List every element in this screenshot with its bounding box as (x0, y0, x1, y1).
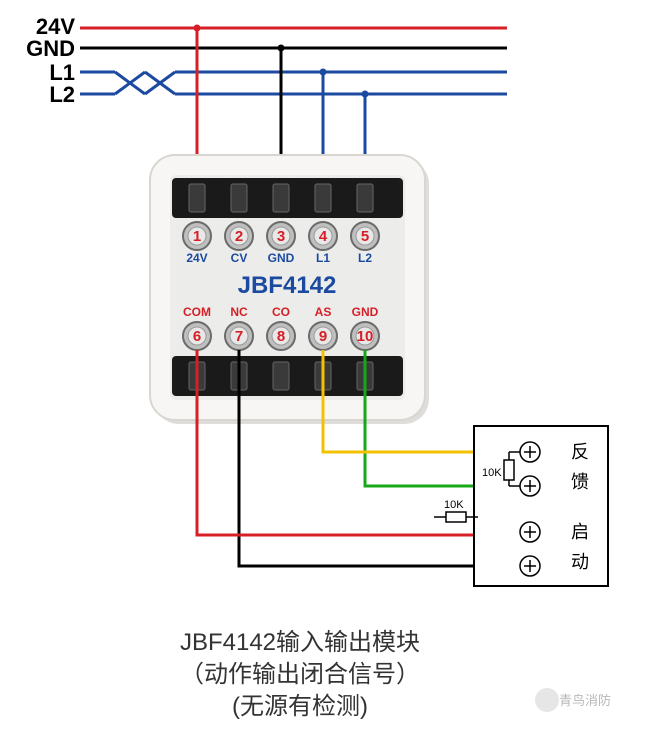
screw-post (273, 184, 289, 212)
resistor-label: 10K (482, 467, 502, 479)
screw-post (231, 184, 247, 212)
terminal-number: 9 (319, 328, 327, 345)
terminal-number: 8 (277, 328, 285, 345)
terminal-label: COM (183, 305, 211, 319)
box-label: 动 (571, 552, 589, 572)
junction-dot (362, 91, 369, 98)
screw-post (357, 184, 373, 212)
junction-dot (320, 69, 327, 76)
watermark-text: 青鸟消防 (559, 693, 611, 708)
input-label-gnd: GND (26, 36, 75, 61)
terminal-number: 10 (357, 328, 374, 345)
terminal-label: GND (268, 251, 295, 265)
screw-post (315, 184, 331, 212)
screw-post (273, 362, 289, 390)
junction-dot (278, 45, 285, 52)
terminal-number: 4 (319, 228, 328, 245)
terminal-number: 2 (235, 228, 243, 245)
caption-line: （动作输出闭合信号） (180, 661, 420, 688)
screw-post (189, 184, 205, 212)
input-label-l2: L2 (49, 82, 75, 107)
terminal-label: CV (231, 251, 248, 265)
box-label: 馈 (571, 472, 589, 492)
terminal-number: 5 (361, 228, 369, 245)
terminal-number: 3 (277, 228, 285, 245)
junction-dot (194, 25, 201, 32)
watermark-icon (535, 688, 559, 712)
terminal-number: 7 (235, 328, 243, 345)
module-title: JBF4142 (238, 272, 337, 299)
terminal-label: AS (315, 305, 332, 319)
terminal-label: L2 (358, 251, 372, 265)
terminal-number: 1 (193, 228, 201, 245)
box-label: 反 (571, 442, 589, 462)
resistor-label: 10K (444, 499, 464, 511)
terminal-label: CO (272, 305, 290, 319)
terminal-label: GND (352, 305, 379, 319)
terminal-label: 24V (186, 251, 207, 265)
caption-line: JBF4142输入输出模块 (180, 629, 420, 656)
caption-line: (无源有检测) (232, 693, 368, 720)
resistor (504, 460, 514, 480)
terminal-label: L1 (316, 251, 330, 265)
box-label: 启 (571, 522, 589, 542)
terminal-number: 6 (193, 328, 201, 345)
resistor (446, 512, 466, 522)
terminal-label: NC (230, 305, 248, 319)
